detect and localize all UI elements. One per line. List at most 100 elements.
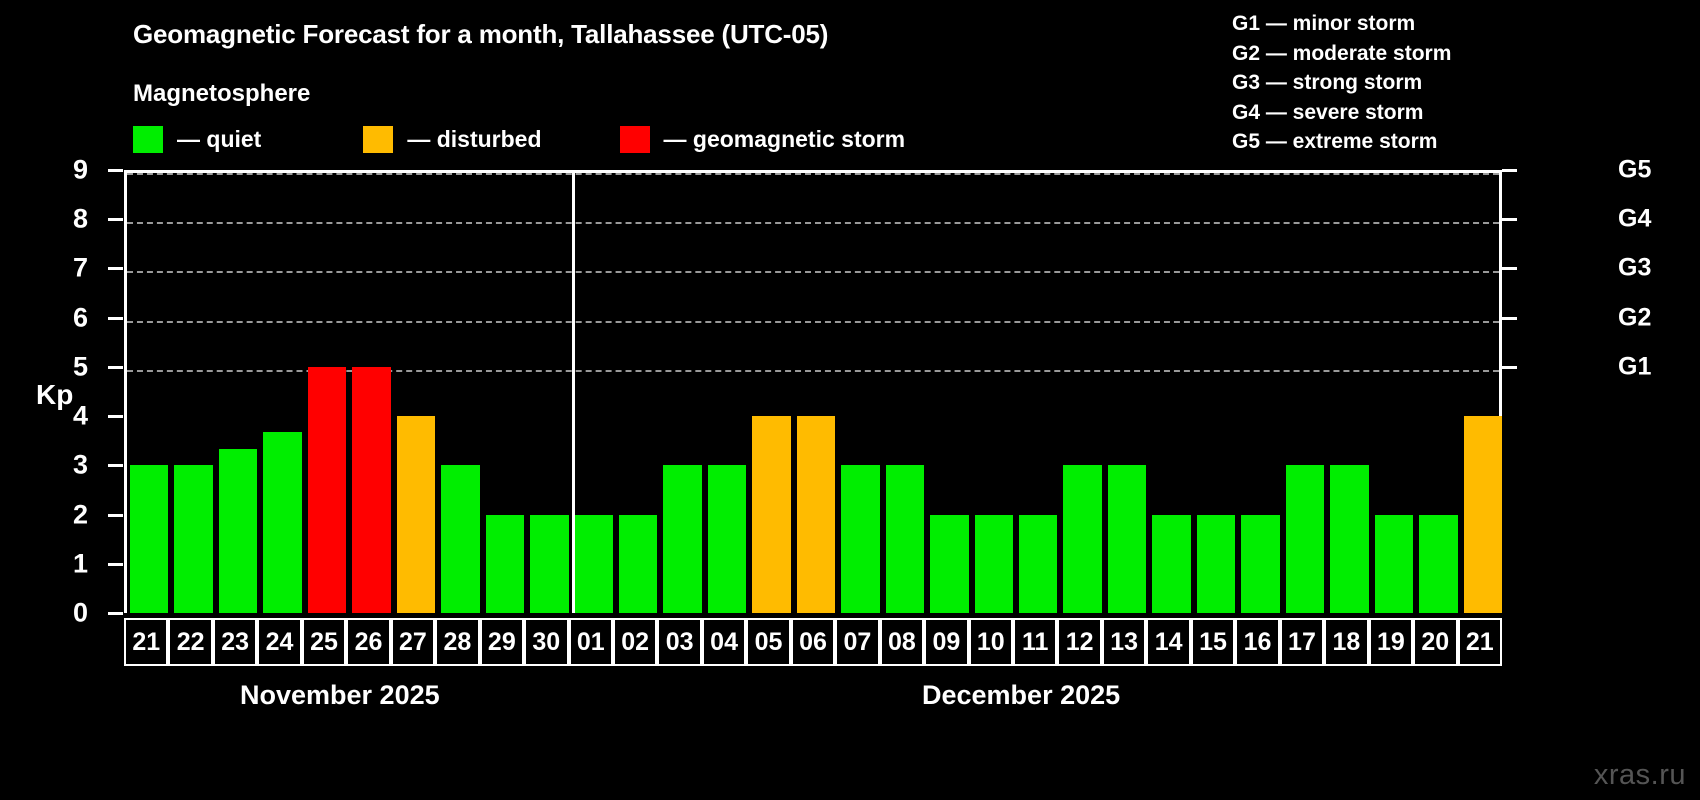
- day-label-november-22[interactable]: 22: [168, 618, 213, 666]
- bar-day-24[interactable]: [263, 432, 302, 613]
- g-tick-G4: [1502, 218, 1517, 222]
- g-tick-G2: [1502, 316, 1517, 320]
- month-divider: [571, 173, 575, 613]
- day-label-december-01[interactable]: 01: [568, 618, 613, 666]
- y-tick-label-6: 6: [72, 302, 88, 333]
- day-label-november-28[interactable]: 28: [435, 618, 480, 666]
- y-tick-3: [108, 464, 123, 468]
- gridline-kp-7: [127, 271, 1499, 274]
- bar-day-27[interactable]: [396, 416, 436, 613]
- day-label-november-29[interactable]: 29: [479, 618, 525, 666]
- bar-day-17[interactable]: [1285, 465, 1325, 613]
- day-label-december-11[interactable]: 11: [1013, 618, 1058, 666]
- bar-day-12[interactable]: [1063, 465, 1102, 613]
- bar-day-03[interactable]: [663, 465, 702, 613]
- bar-day-07[interactable]: [841, 465, 880, 613]
- bar-day-19[interactable]: [1374, 514, 1414, 613]
- day-label-december-02[interactable]: 02: [612, 618, 658, 666]
- y-tick-label-0: 0: [72, 597, 88, 628]
- day-label-december-16[interactable]: 16: [1235, 618, 1280, 666]
- gridline-kp-6: [127, 320, 1499, 323]
- bar-day-21[interactable]: [1463, 416, 1502, 613]
- day-label-december-07[interactable]: 07: [835, 618, 880, 666]
- day-label-december-18[interactable]: 18: [1324, 618, 1369, 666]
- day-label-december-17[interactable]: 17: [1279, 618, 1325, 666]
- day-label-december-06[interactable]: 06: [790, 618, 836, 666]
- gridline-kp-8: [127, 222, 1499, 225]
- day-label-december-13[interactable]: 13: [1101, 618, 1147, 666]
- bar-day-13[interactable]: [1107, 465, 1147, 613]
- g-tick-label-G2: G2: [1618, 303, 1652, 332]
- bar-day-29[interactable]: [485, 514, 525, 613]
- bar-day-10[interactable]: [974, 514, 1014, 613]
- day-label-december-05[interactable]: 05: [746, 618, 791, 666]
- legend-item-geomagnetic-storm: — geomagnetic storm: [619, 125, 906, 153]
- day-label-december-08[interactable]: 08: [879, 618, 925, 666]
- day-label-december-04[interactable]: 04: [701, 618, 747, 666]
- y-tick-label-5: 5: [72, 351, 88, 382]
- gscale-line-g5: G5 — extreme storm: [1232, 130, 1438, 153]
- month-label-1: December 2025: [922, 680, 1121, 710]
- g-tick-label-G1: G1: [1618, 352, 1652, 381]
- bar-day-20[interactable]: [1419, 514, 1458, 613]
- day-label-december-12[interactable]: 12: [1057, 618, 1102, 666]
- g-tick-G5: [1502, 169, 1517, 172]
- bar-day-15[interactable]: [1196, 514, 1236, 613]
- g-tick-G3: [1502, 267, 1517, 271]
- day-label-december-03[interactable]: 03: [657, 618, 702, 666]
- y-tick-2: [108, 513, 123, 517]
- day-label-december-15[interactable]: 15: [1190, 618, 1236, 666]
- day-label-december-09[interactable]: 09: [924, 618, 969, 666]
- y-tick-5: [108, 365, 123, 369]
- legend-label-geomagnetic-storm: — geomagnetic storm: [663, 125, 906, 152]
- bar-day-30[interactable]: [530, 514, 569, 613]
- day-label-december-14[interactable]: 14: [1146, 618, 1191, 666]
- bar-day-26[interactable]: [352, 366, 391, 613]
- watermark: xras.ru: [1593, 759, 1686, 791]
- bar-day-09[interactable]: [930, 514, 969, 613]
- day-label-november-30[interactable]: 30: [524, 618, 569, 666]
- y-tick-label-8: 8: [72, 203, 88, 234]
- day-label-november-23[interactable]: 23: [212, 618, 258, 666]
- bar-day-01[interactable]: [574, 514, 613, 613]
- bar-day-04[interactable]: [707, 465, 747, 613]
- y-tick-label-4: 4: [72, 400, 88, 431]
- bar-day-08[interactable]: [885, 465, 925, 613]
- bar-day-21[interactable]: [130, 465, 169, 613]
- bar-day-06[interactable]: [796, 416, 836, 613]
- bar-day-18[interactable]: [1330, 465, 1369, 613]
- y-tick-9: [108, 169, 123, 172]
- gridline-kp-5: [127, 369, 1499, 372]
- day-label-november-27[interactable]: 27: [390, 618, 436, 666]
- legend-label-disturbed: — disturbed: [407, 125, 542, 152]
- bar-day-05[interactable]: [752, 416, 791, 613]
- bar-day-23[interactable]: [218, 449, 258, 613]
- day-label-november-25[interactable]: 25: [301, 618, 347, 666]
- bar-day-25[interactable]: [307, 366, 347, 613]
- day-label-november-24[interactable]: 24: [257, 618, 302, 666]
- bar-day-16[interactable]: [1241, 514, 1280, 613]
- day-label-december-19[interactable]: 19: [1368, 618, 1414, 666]
- bar-day-11[interactable]: [1019, 514, 1058, 613]
- y-tick-1: [108, 562, 123, 566]
- bar-day-02[interactable]: [618, 514, 658, 613]
- legend-swatch-geomagnetic-storm-icon: [619, 125, 650, 153]
- bar-day-28[interactable]: [441, 465, 480, 613]
- gscale-line-g1: G1 — minor storm: [1232, 12, 1416, 35]
- legend-item-disturbed: — disturbed: [363, 125, 542, 153]
- gridline-kp-9: [127, 173, 1499, 175]
- header: Geomagnetic Forecast for a month, Tallah…: [0, 0, 1700, 165]
- legend-label-quiet: — quiet: [177, 125, 262, 152]
- y-tick-6: [108, 316, 123, 320]
- y-tick-label-2: 2: [72, 499, 88, 530]
- bar-day-14[interactable]: [1152, 514, 1191, 613]
- day-label-november-21[interactable]: 21: [124, 618, 169, 666]
- bar-day-22[interactable]: [174, 465, 213, 613]
- day-label-december-20[interactable]: 20: [1413, 618, 1458, 666]
- day-label-december-10[interactable]: 10: [968, 618, 1014, 666]
- day-label-november-26[interactable]: 26: [346, 618, 391, 666]
- y-tick-label-7: 7: [72, 252, 88, 283]
- day-label-december-21[interactable]: 21: [1457, 618, 1502, 666]
- gscale-line-g4: G4 — severe storm: [1232, 100, 1424, 124]
